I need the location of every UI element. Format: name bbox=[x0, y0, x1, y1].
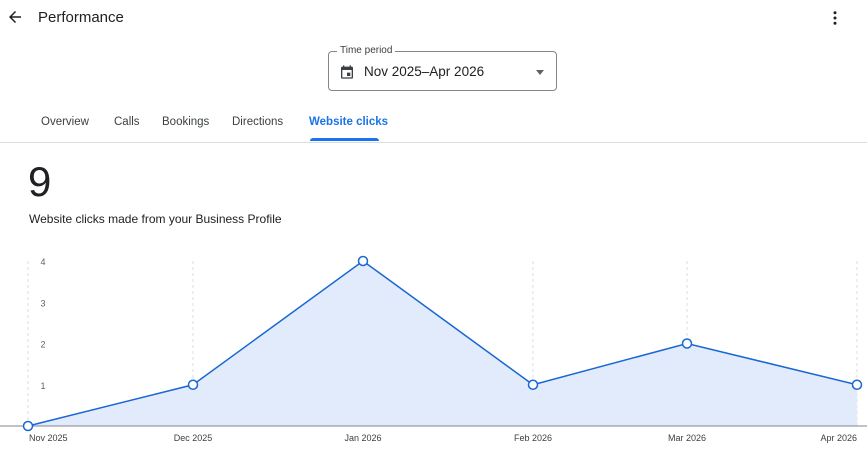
area-fill bbox=[28, 261, 857, 426]
metric-value: 9 bbox=[28, 158, 52, 205]
data-point bbox=[357, 255, 369, 267]
series-line bbox=[27, 260, 858, 427]
x-tick-label: Jan 2026 bbox=[344, 433, 381, 443]
dropdown-caret-icon bbox=[536, 70, 544, 75]
tab-bookings[interactable]: Bookings bbox=[162, 116, 210, 128]
data-point bbox=[187, 379, 199, 390]
tab-bar: Overview Calls Bookings Directions Websi… bbox=[0, 110, 867, 143]
active-tab-indicator bbox=[310, 138, 379, 141]
metric-description: Website clicks made from your Business P… bbox=[29, 212, 282, 226]
tab-calls[interactable]: Calls bbox=[114, 116, 140, 128]
time-period-label: Time period bbox=[337, 45, 396, 56]
data-point bbox=[527, 379, 539, 390]
y-tick-label: 1 bbox=[40, 381, 45, 391]
calendar-icon bbox=[341, 65, 353, 79]
y-tick-label: 2 bbox=[40, 340, 45, 350]
website-clicks-chart: 1 2 3 4 Nov 2025 Dec 2025 Jan 2026 Feb 2026 Mar … bbox=[0, 255, 867, 443]
x-tick-label: Apr 2026 bbox=[820, 433, 857, 443]
y-tick-label: 4 bbox=[40, 257, 45, 267]
time-period-value: Nov 2025–Apr 2026 bbox=[364, 64, 485, 79]
tab-directions[interactable]: Directions bbox=[232, 116, 284, 128]
data-point bbox=[851, 379, 863, 390]
tab-website-clicks[interactable]: Website clicks bbox=[309, 116, 389, 128]
data-point bbox=[22, 420, 34, 432]
x-tick-label: Dec 2025 bbox=[174, 433, 213, 443]
x-tick-label: Mar 2026 bbox=[668, 433, 706, 443]
y-tick-label: 3 bbox=[40, 298, 45, 308]
tab-overview[interactable]: Overview bbox=[41, 116, 89, 128]
time-period-select[interactable]: Time period Nov 2025–Apr 2026 bbox=[328, 45, 557, 91]
back-arrow-icon[interactable] bbox=[6, 8, 24, 26]
more-vert-icon[interactable] bbox=[826, 8, 844, 28]
data-point bbox=[681, 338, 693, 349]
x-tick-label: Nov 2025 bbox=[29, 433, 68, 443]
x-tick-label: Feb 2026 bbox=[514, 433, 552, 443]
page-title: Performance bbox=[38, 9, 124, 26]
